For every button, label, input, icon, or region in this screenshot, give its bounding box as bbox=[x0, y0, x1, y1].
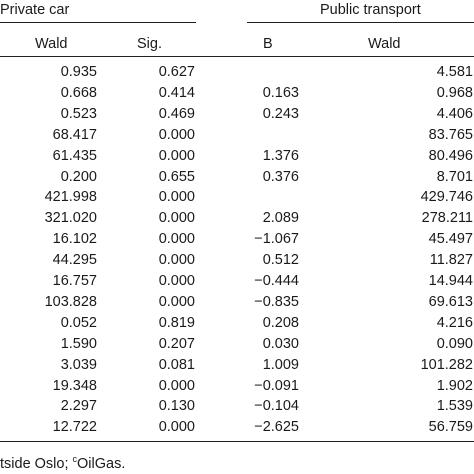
footnote-text-end: OilGas. bbox=[77, 456, 126, 472]
cell-wald-private: 16.757 bbox=[52, 273, 97, 289]
col-header-wald-public: Wald bbox=[368, 36, 401, 52]
cell-sig-private: 0.000 bbox=[158, 147, 195, 164]
cell-sig-private: 0.000 bbox=[158, 377, 195, 394]
cell-sig-private: 0.000 bbox=[158, 252, 195, 269]
cell-wald-private: 2.297 bbox=[60, 398, 97, 415]
cell-sig-private: 0.819 bbox=[158, 314, 195, 331]
cell-sig-private: 0.000 bbox=[158, 210, 195, 227]
cell-b-public: 0.163 bbox=[262, 84, 299, 101]
cell-wald-public: 0.968 bbox=[436, 84, 473, 101]
cell-b-public: 2.089 bbox=[262, 210, 299, 227]
cell-wald-public: 4.216 bbox=[436, 314, 473, 331]
cell-sig-private: 0.000 bbox=[158, 273, 195, 289]
cell-b-public: −1.067 bbox=[254, 231, 299, 248]
cell-wald-private: 0.200 bbox=[60, 168, 97, 185]
cell-wald-public: 80.496 bbox=[428, 147, 473, 164]
footnote: tside Oslo; cOilGas. bbox=[0, 450, 125, 473]
cell-b-public: −2.625 bbox=[254, 419, 299, 436]
cell-wald-private: 103.828 bbox=[44, 293, 97, 310]
cell-sig-private: 0.655 bbox=[158, 168, 195, 185]
cell-sig-private: 0.081 bbox=[158, 356, 195, 373]
cell-sig-private: 0.469 bbox=[158, 105, 195, 122]
group-rule-private bbox=[0, 22, 196, 23]
cell-sig-private: 0.000 bbox=[158, 231, 195, 248]
cell-b-public: 0.208 bbox=[262, 314, 299, 331]
group-header-private-car: Private car bbox=[0, 2, 70, 18]
cell-wald-private: 0.052 bbox=[60, 314, 97, 331]
cell-wald-public: 14.944 bbox=[428, 273, 473, 289]
cell-wald-public: 69.613 bbox=[428, 293, 473, 310]
cell-wald-public: 1.539 bbox=[436, 398, 473, 415]
footnote-text-start: tside Oslo; bbox=[0, 456, 73, 472]
cell-wald-public: 4.406 bbox=[436, 105, 473, 122]
group-header-public-transport: Public transport bbox=[320, 2, 421, 18]
cell-wald-private: 0.935 bbox=[60, 64, 97, 80]
cell-wald-private: 44.295 bbox=[52, 252, 97, 269]
col-header-sig: Sig. bbox=[137, 36, 162, 52]
cell-b-public: 1.376 bbox=[262, 147, 299, 164]
cell-wald-public: 429.746 bbox=[420, 189, 473, 206]
cell-sig-private: 0.130 bbox=[158, 398, 195, 415]
cell-wald-public: 83.765 bbox=[428, 126, 473, 143]
cell-wald-public: 8.701 bbox=[436, 168, 473, 185]
cell-sig-private: 0.627 bbox=[158, 64, 195, 80]
footnote-superscript: c bbox=[72, 454, 78, 464]
cell-b-public: −0.091 bbox=[254, 377, 299, 394]
cell-sig-private: 0.000 bbox=[158, 189, 195, 206]
cell-sig-private: 0.000 bbox=[158, 126, 195, 143]
group-rule-public bbox=[247, 22, 474, 23]
cell-wald-private: 0.668 bbox=[60, 84, 97, 101]
cell-b-public: −0.835 bbox=[254, 293, 299, 310]
cell-sig-private: 0.000 bbox=[158, 419, 195, 436]
cell-b-public: 0.030 bbox=[262, 335, 299, 352]
cell-b-public: 1.009 bbox=[262, 356, 299, 373]
cell-sig-private: 0.414 bbox=[158, 84, 195, 101]
cell-wald-private: 1.590 bbox=[60, 335, 97, 352]
cell-sig-private: 0.000 bbox=[158, 293, 195, 310]
cell-wald-private: 19.348 bbox=[52, 377, 97, 394]
cell-wald-private: 3.039 bbox=[60, 356, 97, 373]
cell-wald-public: 4.581 bbox=[436, 64, 473, 80]
cell-b-public: 0.512 bbox=[262, 252, 299, 269]
cell-wald-private: 16.102 bbox=[52, 231, 97, 248]
cell-wald-public: 0.090 bbox=[436, 335, 473, 352]
col-header-b: B bbox=[263, 36, 273, 52]
cell-wald-private: 12.722 bbox=[52, 419, 97, 436]
cell-wald-public: 1.902 bbox=[436, 377, 473, 394]
cell-wald-public: 56.759 bbox=[428, 419, 473, 436]
header-rule bbox=[0, 56, 474, 57]
cell-sig-private: 0.207 bbox=[158, 335, 195, 352]
cell-wald-private: 321.020 bbox=[44, 210, 97, 227]
cell-wald-public: 11.827 bbox=[429, 252, 473, 269]
cell-wald-private: 0.523 bbox=[60, 105, 97, 122]
cell-wald-private: 61.435 bbox=[52, 147, 97, 164]
table-bottom-rule bbox=[0, 441, 474, 442]
col-header-wald-private: Wald bbox=[35, 36, 68, 52]
cell-wald-private: 421.998 bbox=[44, 189, 97, 206]
cell-b-public: −0.444 bbox=[254, 273, 299, 289]
cell-b-public: −0.104 bbox=[254, 398, 299, 415]
cell-wald-public: 278.211 bbox=[421, 210, 473, 227]
cell-wald-public: 101.282 bbox=[420, 356, 473, 373]
cell-wald-public: 45.497 bbox=[428, 231, 473, 248]
cell-b-public: 0.243 bbox=[262, 105, 299, 122]
cell-wald-private: 68.417 bbox=[52, 126, 97, 143]
cell-b-public: 0.376 bbox=[262, 168, 299, 185]
